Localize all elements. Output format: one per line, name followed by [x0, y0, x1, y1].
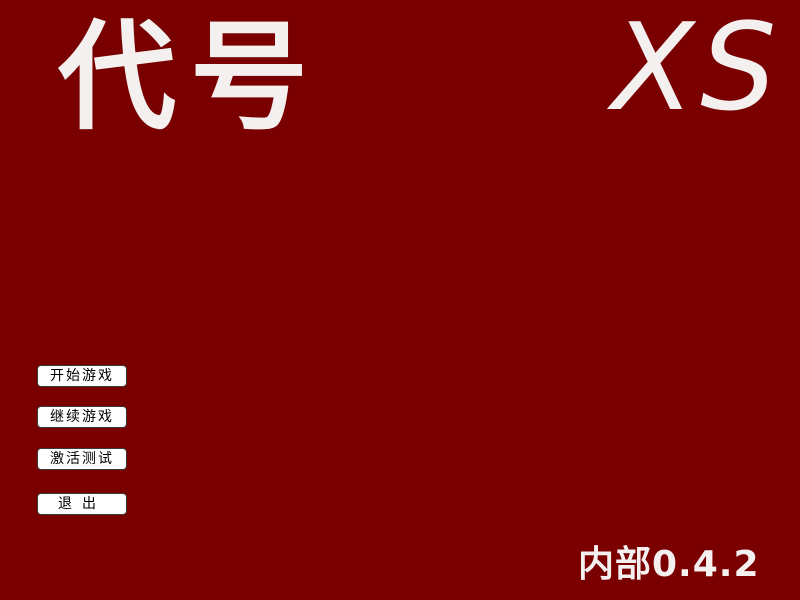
continue-game-button[interactable]: 继续游戏	[37, 406, 127, 428]
activate-test-button[interactable]: 激活测试	[37, 448, 127, 470]
start-game-button[interactable]: 开始游戏	[37, 365, 127, 387]
version-label: 内部0.4.2	[578, 544, 760, 585]
game-title-sub: XS	[612, 0, 783, 138]
game-title-main: 代号	[58, 7, 323, 146]
exit-button[interactable]: 退出	[37, 493, 127, 515]
